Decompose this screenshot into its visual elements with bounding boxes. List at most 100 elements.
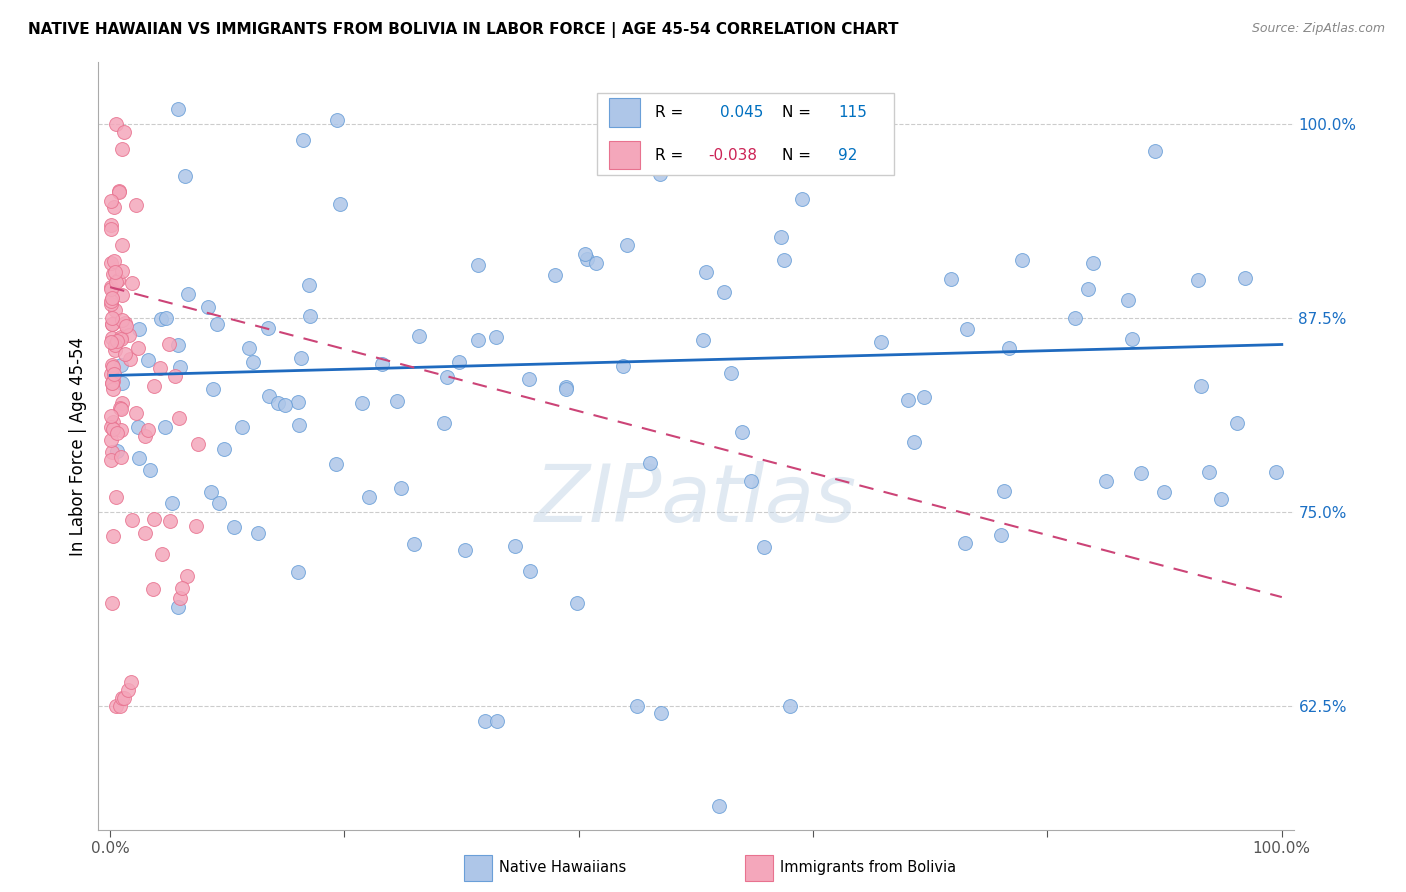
Point (287, 394, 309, 409)
Text: N =: N = (782, 148, 811, 162)
Point (616, 238, 638, 252)
Point (104, 265, 127, 279)
Point (1265, 465, 1288, 479)
Point (298, 309, 321, 323)
Point (110, 332, 132, 346)
Point (105, 117, 128, 131)
Point (101, 415, 124, 429)
Point (139, 463, 162, 477)
Point (100, 297, 122, 311)
Point (212, 442, 235, 456)
Point (174, 169, 197, 184)
Point (104, 490, 127, 504)
Point (107, 426, 129, 441)
Point (127, 341, 149, 355)
Point (100, 334, 122, 349)
Point (357, 490, 380, 504)
Point (485, 330, 508, 344)
Point (298, 277, 321, 292)
Point (1225, 416, 1247, 430)
Point (143, 379, 166, 393)
Point (543, 268, 565, 282)
Point (100, 359, 122, 373)
Point (1130, 466, 1153, 480)
Point (117, 683, 139, 698)
Point (897, 392, 920, 407)
Point (1211, 491, 1233, 506)
Text: N =: N = (782, 105, 811, 120)
Point (1081, 255, 1104, 269)
Point (467, 334, 489, 348)
Point (238, 341, 260, 355)
Point (1233, 271, 1256, 285)
Point (1153, 485, 1175, 500)
Point (224, 519, 246, 533)
Point (138, 423, 160, 437)
Point (107, 273, 129, 287)
Text: 115: 115 (838, 105, 868, 120)
Point (292, 133, 315, 147)
Point (128, 322, 150, 336)
Point (103, 529, 125, 543)
Point (404, 537, 426, 551)
Point (100, 222, 122, 236)
Point (257, 320, 280, 334)
Point (575, 252, 598, 266)
Point (125, 197, 148, 211)
Point (350, 395, 373, 409)
Point (567, 596, 589, 610)
Point (101, 311, 124, 326)
Point (387, 393, 409, 408)
Point (325, 457, 347, 471)
Point (997, 341, 1019, 355)
Point (201, 382, 224, 396)
Point (274, 398, 297, 412)
Point (100, 434, 122, 448)
Point (779, 698, 801, 713)
Point (167, 102, 190, 116)
Point (100, 256, 122, 270)
Point (103, 360, 125, 375)
Point (176, 287, 198, 301)
Point (1011, 252, 1033, 267)
FancyBboxPatch shape (596, 93, 894, 175)
Point (101, 374, 124, 388)
Point (114, 347, 136, 361)
Text: 92: 92 (838, 148, 858, 162)
Point (956, 322, 979, 336)
Point (640, 456, 662, 470)
Point (127, 420, 149, 434)
Point (207, 496, 229, 510)
Point (242, 355, 264, 369)
Point (170, 582, 193, 596)
Point (1143, 144, 1166, 158)
Point (108, 401, 131, 415)
Point (149, 311, 172, 326)
Point (169, 360, 191, 375)
Point (267, 396, 290, 410)
Point (259, 389, 281, 403)
Point (166, 599, 188, 614)
Point (187, 436, 209, 450)
Point (1189, 379, 1212, 393)
Point (790, 192, 813, 206)
Point (990, 528, 1012, 542)
Point (176, 569, 198, 583)
Point (1118, 293, 1140, 307)
Point (169, 591, 191, 605)
Point (112, 125, 135, 139)
Text: R =: R = (655, 148, 683, 162)
Point (772, 253, 794, 268)
Point (993, 483, 1015, 498)
Text: ZIPatlas: ZIPatlas (534, 460, 858, 539)
Point (120, 675, 142, 690)
Point (112, 690, 135, 705)
Point (101, 330, 124, 344)
Point (163, 368, 186, 383)
Point (290, 351, 312, 366)
Point (408, 329, 430, 343)
Point (100, 219, 122, 233)
Point (110, 330, 132, 344)
Point (105, 276, 128, 290)
Point (612, 359, 634, 373)
